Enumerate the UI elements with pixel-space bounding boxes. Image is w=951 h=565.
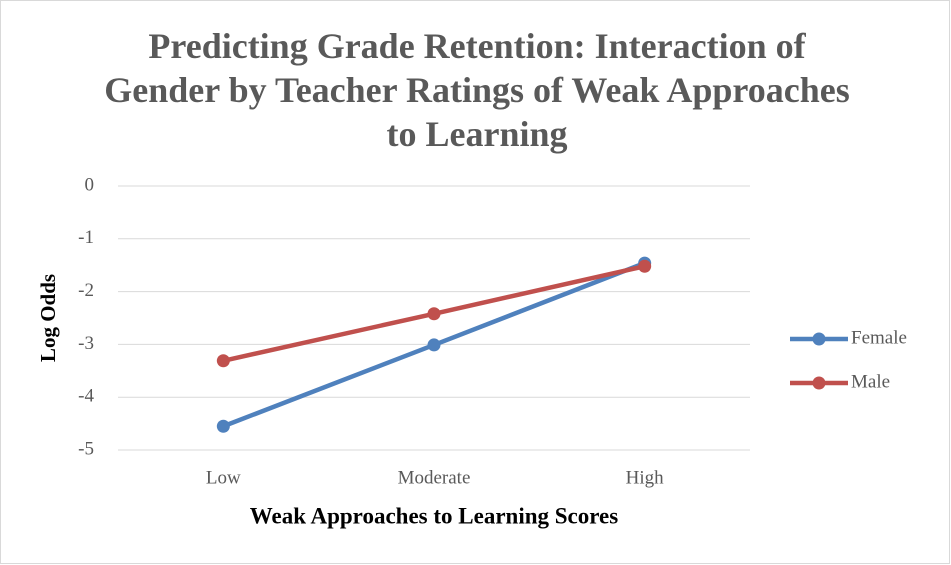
x-axis-label: Weak Approaches to Learning Scores xyxy=(250,503,618,528)
y-tick-label: -5 xyxy=(78,438,94,459)
y-tick-label: -2 xyxy=(78,280,94,301)
data-point xyxy=(216,419,230,433)
legend-label: Male xyxy=(851,371,890,392)
y-tick-label: 0 xyxy=(85,174,95,195)
x-tick-label: High xyxy=(626,467,665,488)
data-point xyxy=(427,307,441,321)
legend-marker xyxy=(812,332,826,346)
y-tick-label: -3 xyxy=(78,333,94,354)
data-point xyxy=(216,354,230,368)
data-point xyxy=(427,338,441,352)
chart-title: Predicting Grade Retention: Interaction … xyxy=(104,26,850,154)
y-tick-label: -4 xyxy=(78,386,94,407)
x-tick-label: Low xyxy=(206,467,241,488)
x-tick-label: Moderate xyxy=(398,467,471,488)
y-tick-label: -1 xyxy=(78,227,94,248)
data-point xyxy=(638,259,652,273)
y-axis-label: Log Odds xyxy=(36,274,60,362)
legend-label: Female xyxy=(851,327,907,348)
legend-marker xyxy=(812,376,826,390)
